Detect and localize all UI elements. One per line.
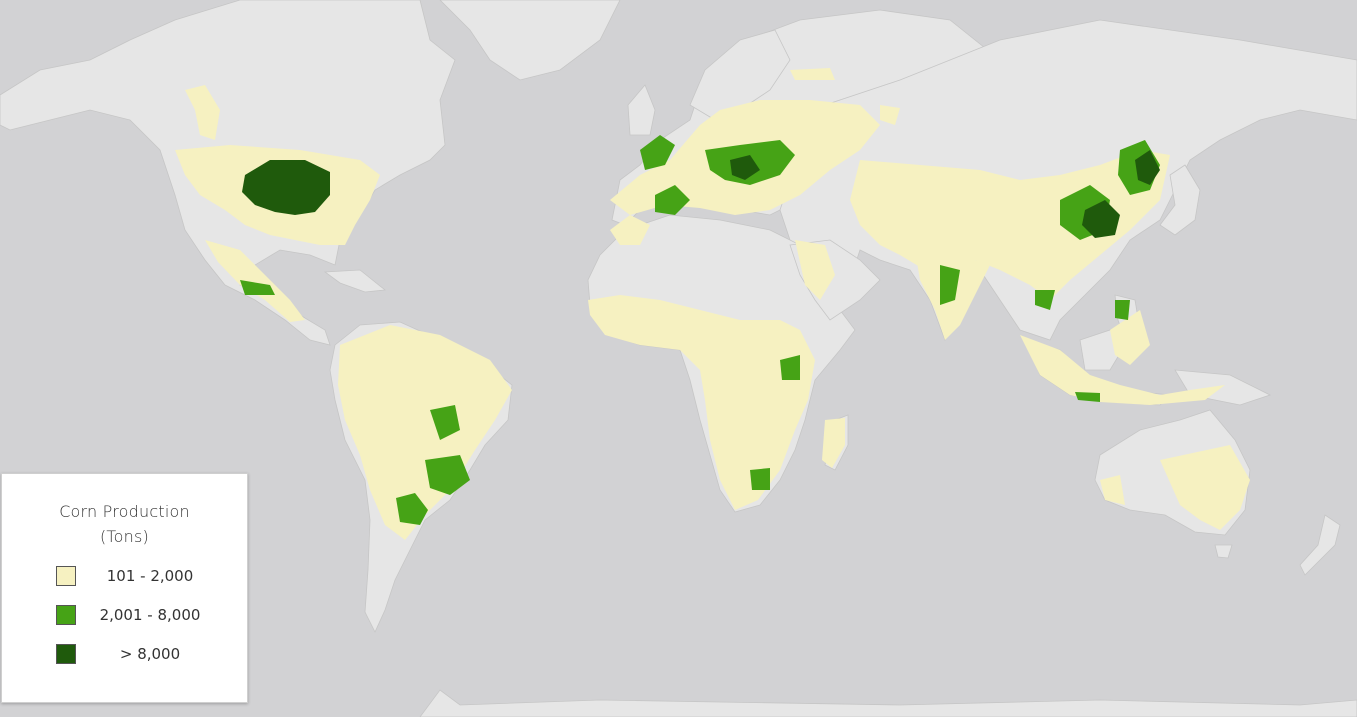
greenland: [439, 0, 621, 81]
tasmania: [1214, 544, 1233, 559]
production-high-zones: [242, 150, 1160, 238]
legend-label-high: > 8,000: [119, 645, 181, 663]
legend-title: Corn Production (Tons): [2, 499, 247, 549]
legend-swatch-high: [56, 644, 76, 664]
legend-swatch-low: [56, 566, 76, 586]
legend-row-low: 101 - 2,000: [2, 564, 249, 588]
new-zealand: [1299, 514, 1341, 576]
production-low-zones: [175, 68, 1250, 540]
british-isles: [627, 84, 656, 136]
cuba: [323, 269, 387, 293]
legend-title-line2: (Tons): [99, 527, 149, 546]
legend-swatch-mid: [56, 605, 76, 625]
legend-label-low: 101 - 2,000: [106, 567, 194, 585]
japan: [1159, 164, 1201, 236]
antarctica: [419, 689, 1357, 717]
legend-label-mid: 2,001 - 8,000: [99, 606, 201, 624]
legend-title-line1: Corn Production: [59, 502, 190, 521]
legend-row-mid: 2,001 - 8,000: [2, 603, 249, 627]
map-legend: Corn Production (Tons) 101 - 2,000 2,001…: [1, 473, 248, 703]
legend-row-high: > 8,000: [2, 642, 249, 666]
